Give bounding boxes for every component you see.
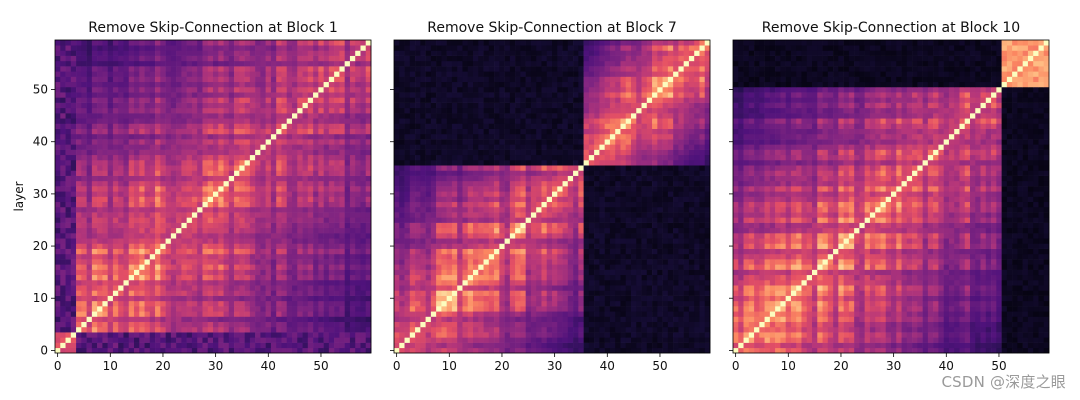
chart-title: Remove Skip-Connection at Block 1	[88, 20, 338, 36]
x-tick-label: 50	[652, 359, 667, 373]
x-tick-label: 10	[103, 359, 118, 373]
x-tick-label: 20	[494, 359, 509, 373]
plot-frame	[732, 39, 1050, 354]
x-tick-label: 20	[155, 359, 170, 373]
x-tick-label: 0	[54, 359, 62, 373]
x-tick-label: 10	[781, 359, 796, 373]
x-tick-label: 40	[261, 359, 276, 373]
x-tick-label: 0	[393, 359, 401, 373]
x-tick-label: 40	[939, 359, 954, 373]
y-axis-label: layer	[12, 181, 26, 211]
y-tick-label: 20	[33, 239, 48, 253]
heatmap-panel-2	[394, 40, 711, 354]
x-tick-label: 30	[208, 359, 223, 373]
y-tick-label: 10	[33, 291, 48, 305]
x-tick-label: 20	[833, 359, 848, 373]
x-tick-label: 10	[442, 359, 457, 373]
x-tick-label: 0	[732, 359, 740, 373]
heatmap-panel-1	[55, 40, 372, 354]
y-tick-label: 40	[33, 135, 48, 149]
x-tick-label: 50	[991, 359, 1006, 373]
chart-title: Remove Skip-Connection at Block 7	[427, 20, 677, 36]
x-tick-label: 50	[313, 359, 328, 373]
x-tick-label: 30	[547, 359, 562, 373]
watermark: CSDN @深度之眼	[941, 373, 1066, 391]
y-tick-label: 0	[40, 343, 48, 357]
chart-title: Remove Skip-Connection at Block 10	[762, 20, 1020, 36]
x-tick-label: 40	[600, 359, 615, 373]
y-tick-label: 30	[33, 187, 48, 201]
x-tick-label: 30	[886, 359, 901, 373]
heatmap-panel-3	[733, 40, 1050, 354]
plot-frame	[54, 39, 372, 354]
y-tick-label: 50	[33, 83, 48, 97]
plot-frame	[393, 39, 711, 354]
